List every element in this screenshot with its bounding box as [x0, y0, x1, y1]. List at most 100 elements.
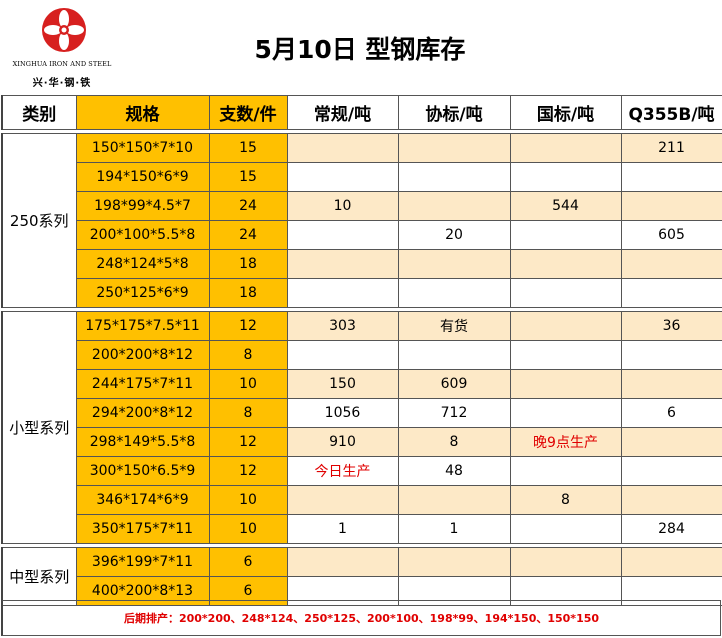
association-cell: 712	[397, 398, 511, 428]
national-cell	[509, 398, 622, 428]
header-category: 类别	[1, 95, 77, 130]
count-cell: 18	[208, 249, 288, 279]
regular-cell: 150	[286, 369, 399, 399]
q355b-cell	[620, 427, 722, 457]
header-row: 类别 规格 支数/件 常规/吨 协标/吨 国标/吨 Q355B/吨	[1, 95, 722, 130]
association-cell: 48	[397, 456, 511, 486]
regular-cell	[286, 278, 399, 308]
national-cell	[509, 514, 622, 544]
table-row: 294*200*8*12 8 1056 712 6	[2, 398, 722, 428]
national-cell	[509, 278, 622, 308]
q355b-cell	[620, 456, 722, 486]
table-row: 244*175*7*11 10 150 609	[2, 369, 722, 399]
page-title: 5月10日 型钢库存	[254, 35, 466, 64]
association-cell	[397, 162, 511, 192]
category-medium-series: 中型系列	[1, 547, 77, 606]
regular-cell: 303	[286, 311, 399, 341]
association-cell: 609	[397, 369, 511, 399]
association-cell	[397, 485, 511, 515]
count-cell: 10	[208, 514, 288, 544]
regular-cell	[286, 133, 399, 163]
spec-cell: 350*175*7*11	[75, 514, 210, 544]
count-cell: 15	[208, 162, 288, 192]
q355b-cell	[620, 249, 722, 279]
header-national: 国标/吨	[509, 95, 622, 130]
association-cell	[397, 278, 511, 308]
regular-cell: 10	[286, 191, 399, 221]
regular-cell	[286, 485, 399, 515]
national-cell: 544	[509, 191, 622, 221]
spec-cell: 250*125*6*9	[75, 278, 210, 308]
category-small-series: 小型系列	[1, 311, 77, 544]
association-cell	[397, 249, 511, 279]
company-logo: XINGHUA IRON AND STEEL 兴·华·钢·铁	[6, 6, 118, 89]
q355b-cell	[620, 191, 722, 221]
count-cell: 12	[208, 456, 288, 486]
table-row: 248*124*5*8 18	[2, 249, 722, 279]
count-cell: 6	[208, 547, 288, 577]
table-row: 200*100*5.5*8 24 20 605	[2, 220, 722, 250]
regular-cell	[286, 162, 399, 192]
count-cell: 12	[208, 311, 288, 341]
spec-cell: 248*124*5*8	[75, 249, 210, 279]
national-cell	[509, 311, 622, 341]
national-cell	[509, 133, 622, 163]
q355b-cell	[620, 278, 722, 308]
count-cell: 10	[208, 485, 288, 515]
q355b-cell	[620, 369, 722, 399]
table-row: 250系列 150*150*7*10 15 211	[1, 133, 722, 308]
q355b-cell: 605	[620, 220, 722, 250]
count-cell: 18	[208, 278, 288, 308]
logo-fan-icon	[44, 10, 84, 50]
spec-cell: 300*150*6.5*9	[75, 456, 210, 486]
national-cell: 8	[509, 485, 622, 515]
q355b-cell	[620, 162, 722, 192]
table-row: 小型系列 175*175*7.5*11 12 303 有货 36	[1, 311, 722, 544]
spec-cell: 298*149*5.5*8	[75, 427, 210, 457]
regular-cell	[286, 249, 399, 279]
regular-cell	[286, 220, 399, 250]
national-cell	[509, 547, 622, 577]
regular-cell: 910	[286, 427, 399, 457]
national-cell	[509, 340, 622, 370]
national-cell	[509, 369, 622, 399]
spec-cell: 200*200*8*12	[75, 340, 210, 370]
page-header: XINGHUA IRON AND STEEL 兴·华·钢·铁 5月10日 型钢库…	[0, 0, 722, 94]
q355b-cell: 36	[620, 311, 722, 341]
spec-cell: 200*100*5.5*8	[75, 220, 210, 250]
table-row: 298*149*5.5*8 12 910 8 晚9点生产	[2, 427, 722, 457]
logo-emblem-icon	[42, 8, 86, 52]
table-row: 346*174*6*9 10 8	[2, 485, 722, 515]
national-cell	[509, 576, 622, 606]
header-spec: 规格	[75, 95, 210, 130]
association-cell: 1	[397, 514, 511, 544]
header-count: 支数/件	[208, 95, 288, 130]
header-association: 协标/吨	[397, 95, 511, 130]
regular-cell: 1	[286, 514, 399, 544]
table-row: 350*175*7*11 10 1 1 284	[2, 514, 722, 544]
association-cell	[397, 133, 511, 163]
spec-cell: 175*175*7.5*11	[75, 311, 210, 341]
q355b-cell	[620, 485, 722, 515]
count-cell: 8	[208, 340, 288, 370]
logo-english-text: XINGHUA IRON AND STEEL	[12, 60, 112, 68]
association-cell	[397, 191, 511, 221]
table-row: 300*150*6.5*9 12 今日生产 48	[2, 456, 722, 486]
header-regular: 常规/吨	[286, 95, 399, 130]
spec-cell: 244*175*7*11	[75, 369, 210, 399]
regular-cell: 今日生产	[286, 456, 399, 486]
inventory-table: 类别 规格 支数/件 常规/吨 协标/吨 国标/吨 Q355B/吨 250系列 …	[1, 95, 722, 606]
spec-cell: 150*150*7*10	[75, 133, 210, 163]
header-q355b: Q355B/吨	[620, 95, 722, 130]
production-schedule-footer: 后期排产：200*200、248*124、250*125、200*100、198…	[1, 600, 721, 636]
count-cell: 10	[208, 369, 288, 399]
spec-cell: 198*99*4.5*7	[75, 191, 210, 221]
spec-cell: 194*150*6*9	[75, 162, 210, 192]
table-row: 194*150*6*9 15	[2, 162, 722, 192]
table-row: 198*99*4.5*7 24 10 544	[2, 191, 722, 221]
spec-cell: 396*199*7*11	[75, 547, 210, 577]
regular-cell	[286, 547, 399, 577]
association-cell	[397, 576, 511, 606]
count-cell: 24	[208, 191, 288, 221]
national-cell	[509, 220, 622, 250]
